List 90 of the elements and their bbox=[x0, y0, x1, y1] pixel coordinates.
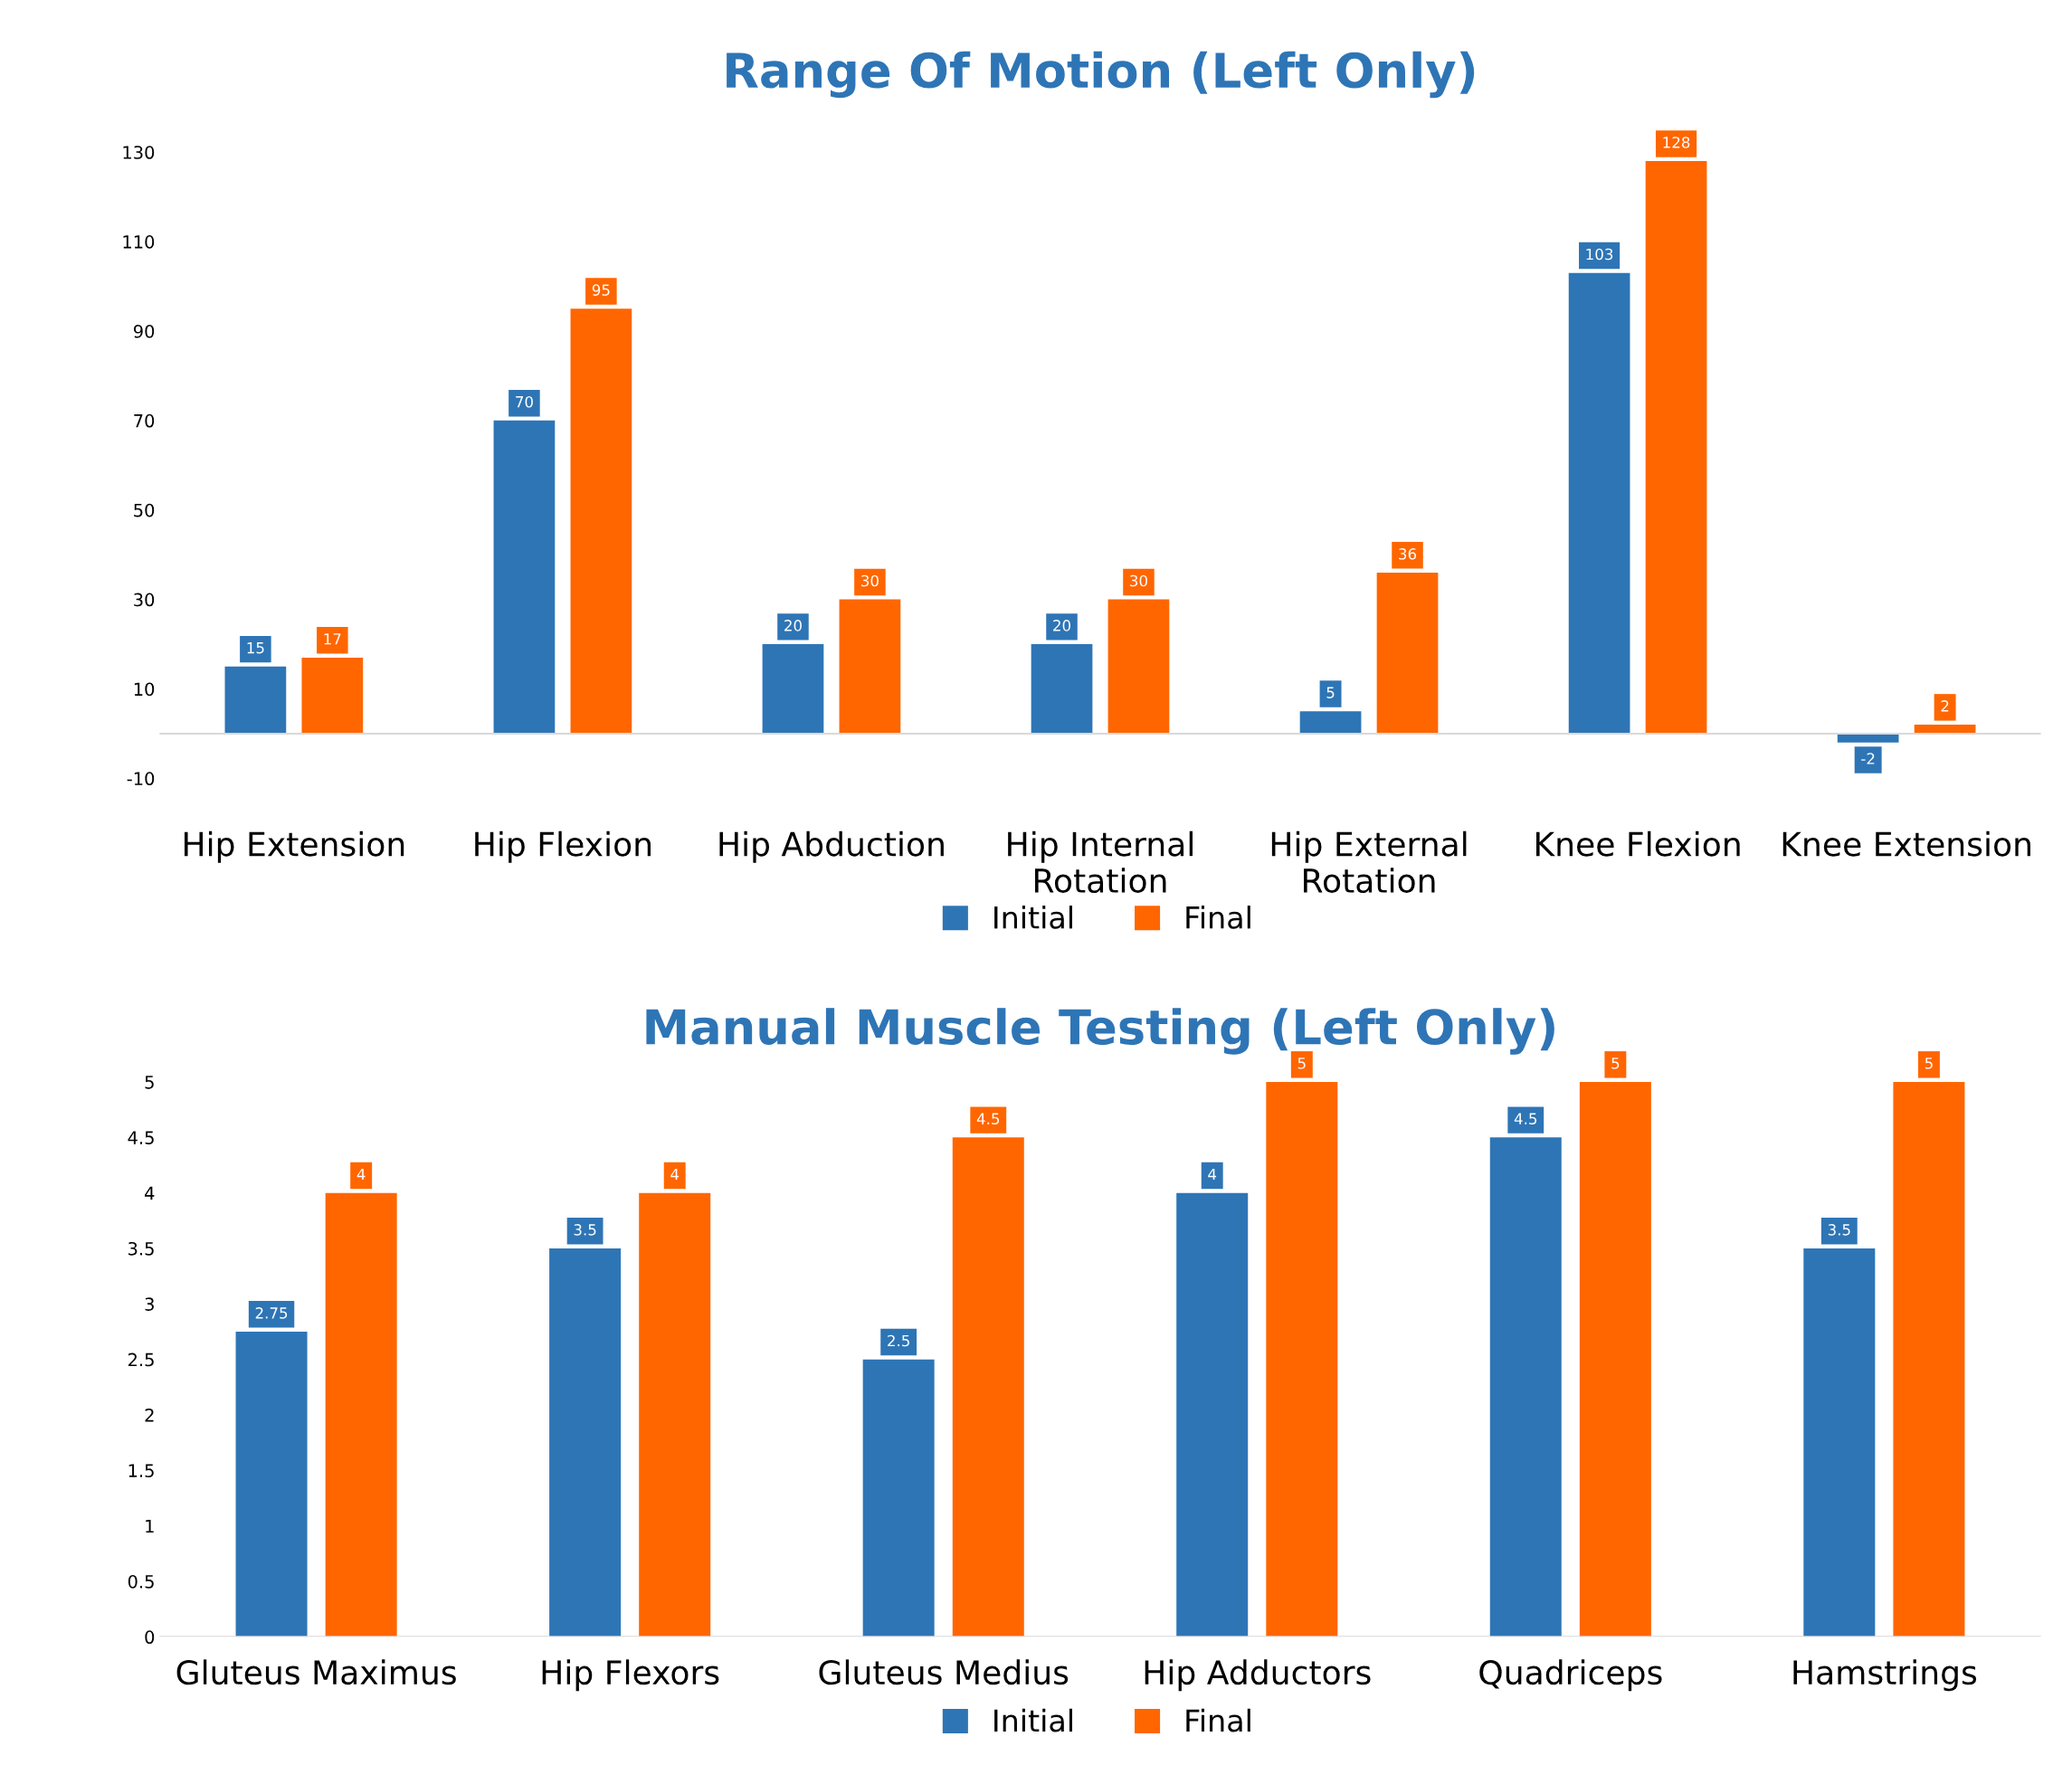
bar bbox=[1803, 1248, 1876, 1637]
data-label: -2 bbox=[1861, 753, 1875, 764]
data-label: 3.5 bbox=[1828, 1224, 1850, 1236]
x-tick-label: Hip Adductors bbox=[1145, 1659, 1371, 1692]
y-tick-label: 50 bbox=[134, 503, 155, 517]
bar bbox=[952, 1137, 1024, 1637]
y-tick-label: -10 bbox=[127, 772, 155, 786]
x-tick-label: Hip Extension bbox=[184, 830, 404, 863]
bar bbox=[1266, 1081, 1338, 1637]
data-label: 2.5 bbox=[888, 1334, 909, 1347]
bar bbox=[1645, 161, 1707, 734]
x-tick-label: Quadriceps bbox=[1479, 1659, 1662, 1692]
bar bbox=[1579, 1081, 1651, 1637]
bar bbox=[1837, 733, 1899, 743]
chart-title: Manual Muscle Testing (Left Only) bbox=[646, 1008, 1554, 1055]
data-label: 20 bbox=[784, 620, 802, 631]
data-label: 4 bbox=[1208, 1168, 1217, 1181]
y-tick-label: 90 bbox=[133, 324, 155, 338]
data-label: 4.5 bbox=[976, 1113, 1000, 1124]
bar bbox=[1299, 711, 1362, 734]
bar bbox=[325, 1192, 397, 1637]
legend-label: Initial bbox=[994, 1708, 1072, 1732]
data-label: 5 bbox=[1297, 1058, 1306, 1069]
bar bbox=[549, 1248, 622, 1637]
data-label: 2.75 bbox=[255, 1307, 288, 1319]
y-tick-label: 2 bbox=[145, 1408, 154, 1422]
bar bbox=[1107, 599, 1170, 734]
x-tick-label: Hamstrings bbox=[1793, 1659, 1977, 1692]
data-label: 5 bbox=[1326, 687, 1335, 698]
data-label: 128 bbox=[1663, 137, 1690, 148]
data-label: 30 bbox=[861, 574, 879, 587]
x-tick-label: Knee Flexion bbox=[1536, 830, 1740, 857]
x-tick-label: Gluteus Medius bbox=[819, 1659, 1069, 1685]
bar bbox=[570, 308, 632, 734]
x-tick-label: Knee Extension bbox=[1782, 830, 2030, 857]
y-tick-label: 0 bbox=[145, 1630, 155, 1645]
x-tick-label: Hip Flexors bbox=[542, 1659, 719, 1692]
x-tick-label: Hip Abduction bbox=[719, 830, 944, 863]
data-label: 15 bbox=[247, 642, 264, 654]
data-label: 70 bbox=[516, 395, 533, 408]
chart-title: Range Of Motion (Left Only) bbox=[727, 51, 1475, 99]
data-label: 20 bbox=[1053, 620, 1071, 631]
y-tick-label: 4.5 bbox=[128, 1131, 154, 1144]
data-label: 103 bbox=[1586, 248, 1613, 261]
bar bbox=[1489, 1137, 1562, 1637]
bar bbox=[1914, 725, 1976, 734]
y-tick-label: 2.5 bbox=[128, 1352, 154, 1367]
x-tick-label: Hip Flexion bbox=[475, 830, 651, 863]
y-tick-label: 4 bbox=[145, 1186, 155, 1200]
y-tick-label: 110 bbox=[123, 235, 155, 249]
bar bbox=[839, 599, 901, 734]
legend-label: Final bbox=[1186, 1708, 1250, 1732]
bar bbox=[1176, 1192, 1249, 1637]
y-tick-label: 70 bbox=[134, 413, 155, 428]
bar bbox=[639, 1192, 711, 1637]
data-label: 3.5 bbox=[574, 1224, 596, 1236]
y-tick-label: 30 bbox=[134, 593, 155, 607]
legend-label: Final bbox=[1186, 906, 1250, 929]
bar bbox=[235, 1331, 308, 1637]
data-label: 2 bbox=[1941, 700, 1949, 712]
bar bbox=[301, 657, 364, 734]
y-tick-label: 5 bbox=[145, 1076, 154, 1089]
y-tick-label: 1.5 bbox=[128, 1464, 154, 1477]
bar bbox=[1893, 1081, 1965, 1637]
data-label: 4 bbox=[670, 1168, 680, 1181]
y-tick-label: 130 bbox=[123, 146, 155, 159]
y-tick-label: 3.5 bbox=[128, 1241, 154, 1256]
y-tick-label: 3 bbox=[145, 1297, 154, 1311]
y-tick-label: 10 bbox=[134, 682, 155, 697]
data-label: 5 bbox=[1925, 1058, 1933, 1069]
legend-label: Initial bbox=[994, 906, 1072, 929]
data-label: 17 bbox=[324, 633, 341, 645]
bar bbox=[1376, 572, 1439, 734]
x-tick-label: Gluteus Maximus bbox=[176, 1659, 456, 1685]
data-label: 95 bbox=[592, 284, 610, 296]
x-tick-label: Hip External Rotation bbox=[1271, 830, 1467, 894]
bar bbox=[1031, 644, 1093, 734]
bar bbox=[224, 666, 287, 734]
y-tick-label: 0.5 bbox=[128, 1574, 154, 1589]
data-label: 4.5 bbox=[1514, 1113, 1537, 1124]
x-tick-label: Hip Internal Rotation bbox=[1008, 830, 1193, 894]
bar bbox=[762, 644, 824, 734]
data-label: 5 bbox=[1611, 1058, 1620, 1069]
y-tick-label: 1 bbox=[146, 1519, 154, 1533]
bar bbox=[493, 420, 556, 734]
bar bbox=[862, 1359, 935, 1637]
data-label: 4 bbox=[356, 1168, 366, 1181]
bar bbox=[1568, 272, 1630, 734]
data-label: 30 bbox=[1130, 574, 1147, 587]
data-label: 36 bbox=[1399, 548, 1417, 560]
